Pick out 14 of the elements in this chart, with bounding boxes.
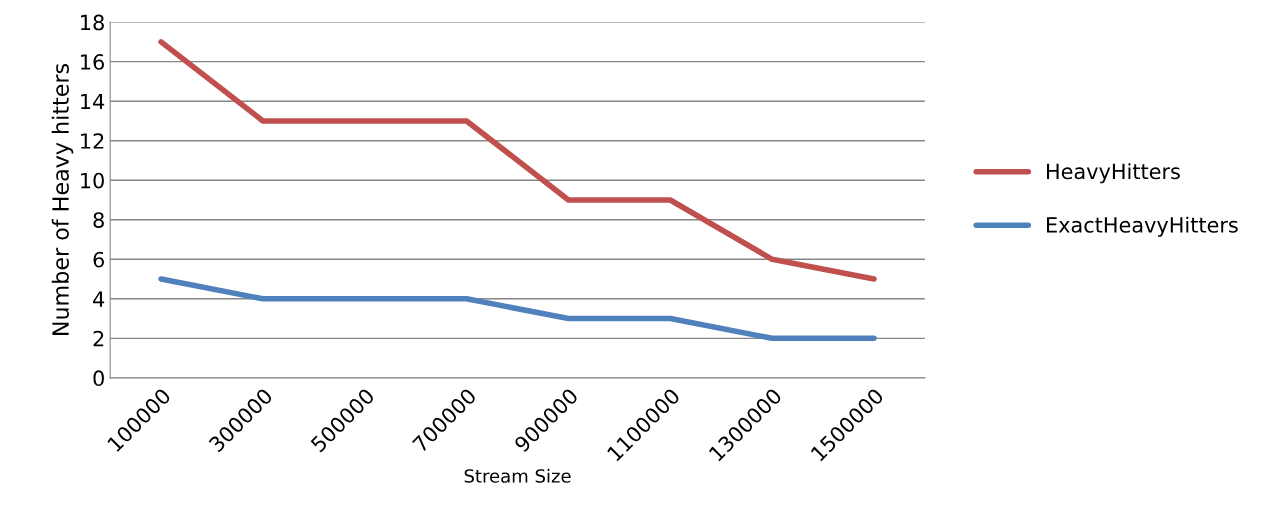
y-tick-label: 10	[81, 172, 104, 189]
y-tick-label: 12	[81, 133, 104, 149]
y-tick-label: 2	[93, 330, 104, 347]
y-tick-label: 6	[93, 251, 104, 268]
y-tick-label: 16	[81, 54, 104, 70]
y-tick-label: 0	[93, 370, 104, 387]
y-tick-label: 4	[93, 291, 105, 307]
y-tick-label: 8	[93, 212, 104, 228]
y-tick-label: 14	[81, 93, 105, 110]
y-axis-title: Number of Heavy hitters	[51, 63, 74, 335]
y-tick-label: 18	[81, 14, 104, 31]
legend-label: HeavyHitters	[1047, 163, 1180, 184]
legend-label: ExactHeavyHitters	[1047, 216, 1238, 237]
x-axis-title: Stream Size	[464, 468, 571, 483]
